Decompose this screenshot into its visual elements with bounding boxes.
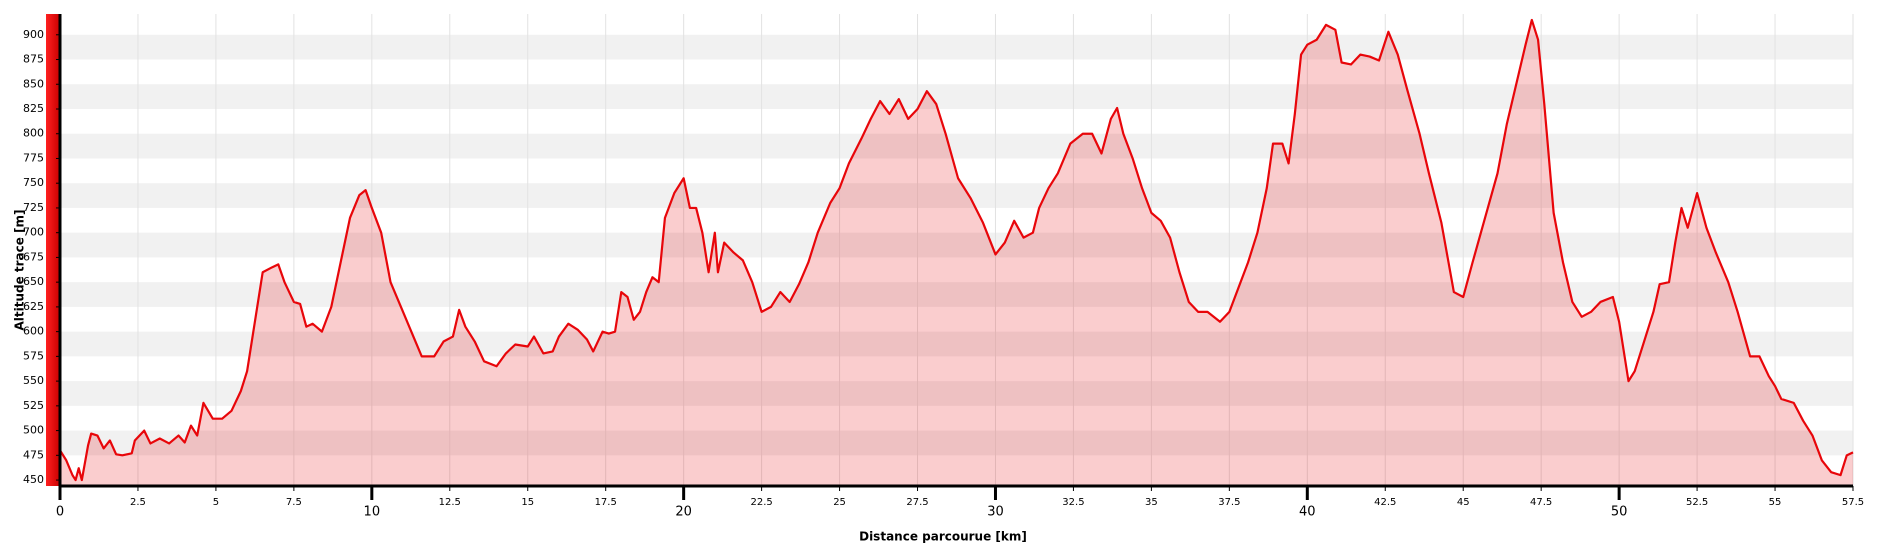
x-tick-label: 57.5 [1842,497,1864,508]
y-tick-label: 850 [23,77,44,90]
y-tick-label: 575 [23,349,44,362]
y-tick-label: 450 [23,473,44,486]
grid-band [60,381,1853,406]
grid-band [60,133,1853,159]
x-tick-label: 30 [987,505,1004,520]
y-tick-label: 775 [23,151,44,164]
x-tick-label: 52.5 [1686,497,1708,508]
x-tick-label: 15 [521,497,534,508]
y-tick-label: 725 [23,201,44,214]
y-tick-label: 500 [23,424,44,437]
y-tick-label: 800 [23,127,44,140]
x-tick-label: 22.5 [750,497,772,508]
grid-band [60,331,1853,357]
y-tick-label: 675 [23,250,44,263]
axis-bar [46,14,60,486]
x-tick-label: 5 [213,497,219,508]
area-fill [60,19,1853,486]
y-tick-label: 825 [23,102,44,115]
y-tick-label: 625 [23,300,44,313]
y-tick-label: 550 [23,374,44,387]
x-tick-label: 20 [675,505,692,520]
y-tick-label: 525 [23,399,44,412]
y-tick-label: 650 [23,275,44,288]
grid-band [60,430,1853,456]
y-axis-label: Altitude trace [m] [13,209,27,330]
y-tick-label: 600 [23,325,44,338]
y-tick-label: 750 [23,176,44,189]
x-tick-label: 35 [1145,497,1158,508]
grid-band [60,34,1853,60]
x-tick-label: 40 [1299,505,1316,520]
x-tick-label: 12.5 [439,497,461,508]
x-tick-label: 50 [1611,505,1628,520]
x-tick-label: 0 [56,505,64,520]
x-tick-label: 2.5 [130,497,146,508]
x-tick-label: 32.5 [1062,497,1084,508]
x-tick-label: 10 [364,505,381,520]
x-axis-label: Distance parcourue [km] [859,530,1027,543]
x-tick-label: 17.5 [595,497,617,508]
y-tick-label: 700 [23,226,44,239]
grid-band [60,84,1853,109]
x-tick-label: 47.5 [1530,497,1552,508]
x-tick-label: 55 [1769,497,1782,508]
grid-band [60,232,1853,258]
y-tick-label: 900 [23,28,44,41]
x-tick-label: 45 [1457,497,1470,508]
y-tick-label: 875 [23,53,44,66]
grid-band [60,282,1853,307]
x-tick-label: 37.5 [1218,497,1240,508]
x-tick-label: 25 [833,497,846,508]
x-tick-label: 42.5 [1374,497,1396,508]
line [59,18,1854,482]
x-tick-label: 27.5 [906,497,928,508]
y-tick-label: 475 [23,448,44,461]
x-tick-label: 7.5 [286,497,302,508]
